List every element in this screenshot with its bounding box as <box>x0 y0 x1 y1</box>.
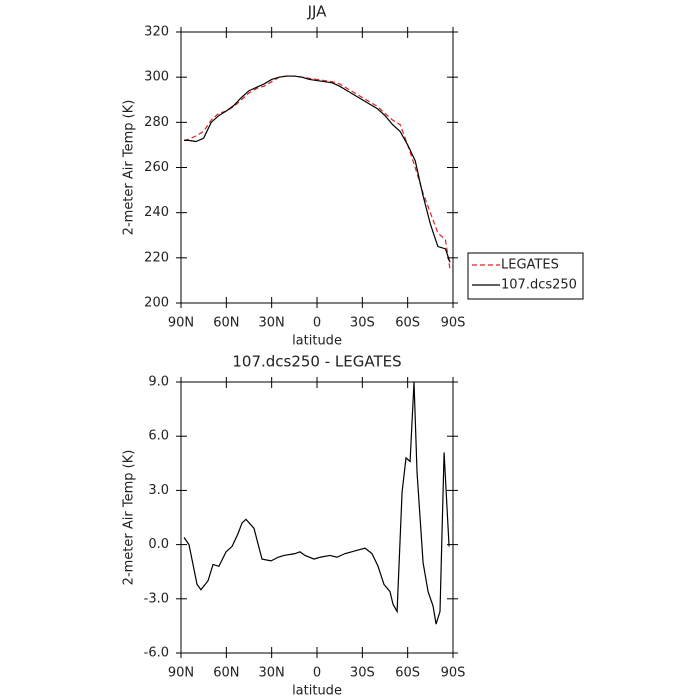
y-tick-label: 280 <box>144 115 169 130</box>
plot-frame <box>180 31 454 304</box>
x-tick-label: 90S <box>441 316 466 331</box>
x-tick-label: 90S <box>441 666 466 681</box>
chart-title: JJA <box>307 3 328 21</box>
legend-box <box>467 252 584 300</box>
chart-title: 107.dcs250 - LEGATES <box>232 353 401 371</box>
legend-label: LEGATES <box>501 258 559 273</box>
y-tick-label: -3.0 <box>144 591 169 606</box>
x-tick-label: 0 <box>313 666 321 681</box>
x-tick-label: 60S <box>395 316 420 331</box>
x-tick-label: 0 <box>313 316 321 331</box>
x-tick-label: 30S <box>350 316 375 331</box>
x-axis-label: latitude <box>292 334 342 349</box>
x-tick-label: 30S <box>350 666 375 681</box>
y-tick-label: -6.0 <box>144 646 169 661</box>
x-axis-label: latitude <box>292 684 342 699</box>
x-tick-label: 60N <box>213 316 239 331</box>
x-tick-label: 90N <box>168 666 194 681</box>
y-axis-label: 2-meter Air Temp (K) <box>122 100 137 236</box>
y-tick-label: 220 <box>144 250 169 265</box>
y-tick-label: 3.0 <box>148 483 169 498</box>
x-tick-label: 30N <box>259 316 285 331</box>
data-line <box>183 75 451 270</box>
y-tick-label: 260 <box>144 160 169 175</box>
y-axis-label: 2-meter Air Temp (K) <box>122 450 137 586</box>
x-tick-label: 90N <box>168 316 194 331</box>
y-tick-label: 300 <box>144 70 169 85</box>
y-tick-label: 9.0 <box>148 375 169 390</box>
y-tick-label: 200 <box>144 296 169 311</box>
y-tick-label: 240 <box>144 205 169 220</box>
x-tick-label: 60N <box>213 666 239 681</box>
y-tick-label: 6.0 <box>148 429 169 444</box>
legend-label: 107.dcs250 <box>501 278 577 293</box>
data-line <box>184 75 451 263</box>
y-tick-label: 0.0 <box>148 537 169 552</box>
x-tick-label: 30N <box>259 666 285 681</box>
y-tick-label: 320 <box>144 25 169 40</box>
data-line <box>183 381 450 625</box>
x-tick-label: 60S <box>395 666 420 681</box>
plot-frame <box>180 381 454 654</box>
